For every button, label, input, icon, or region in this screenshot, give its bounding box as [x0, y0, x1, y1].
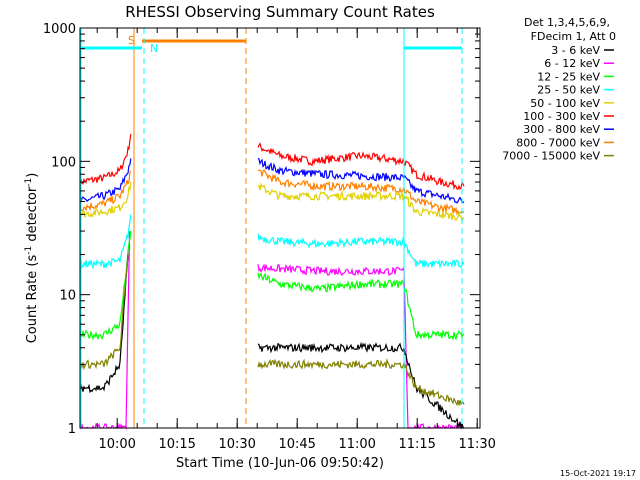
x-axis-label: Start Time (10-Jun-06 09:50:42)	[176, 456, 384, 471]
y-tick-label-3: 1000	[43, 22, 76, 37]
x-tick-label-1: 10:15	[158, 437, 195, 452]
y-tick-label-0: 1	[68, 422, 76, 437]
legend-header-detectors: Det 1,3,4,5,6,9,	[524, 16, 610, 29]
legend-label-5: 100 - 300 keV	[523, 110, 600, 123]
series-line-0	[79, 134, 465, 191]
series-line-8	[79, 254, 465, 407]
series-line-6	[79, 231, 465, 341]
footer-timestamp: 15-Oct-2021 19:17	[560, 469, 636, 478]
saa-marker-label: S	[128, 34, 135, 47]
series-line-1	[79, 157, 465, 204]
legend-label-2: 12 - 25 keV	[537, 70, 600, 83]
chart-title: RHESSI Observing Summary Count Rates	[125, 3, 435, 21]
y-tick-label-2: 100	[51, 155, 76, 170]
x-tick-label-2: 10:30	[218, 437, 255, 452]
series-layer	[79, 134, 465, 431]
legend-label-8: 7000 - 15000 keV	[502, 150, 600, 163]
legend-label-6: 300 - 800 keV	[523, 123, 600, 136]
y-axis-label: Count Rate (s-1 detector-1)	[24, 173, 40, 344]
legend-header-decimation: FDecim 1, Att 0	[531, 30, 616, 43]
marker-layer	[80, 28, 463, 428]
x-tick-label-0: 10:00	[98, 437, 135, 452]
night-marker-label: N	[150, 42, 158, 55]
series-line-5	[79, 231, 465, 431]
legend-label-4: 50 - 100 keV	[530, 97, 600, 110]
y-tick-label-1: 10	[59, 289, 76, 304]
series-line-7	[79, 254, 464, 429]
x-tick-label-5: 11:15	[398, 437, 435, 452]
series-line-3	[79, 181, 465, 224]
series-line-2	[79, 168, 465, 216]
x-tick-label-6: 11:30	[458, 437, 495, 452]
legend-label-0: 3 - 6 keV	[551, 44, 600, 57]
legend-label-7: 800 - 7000 keV	[516, 136, 600, 149]
x-tick-label-4: 11:00	[338, 437, 375, 452]
x-tick-label-3: 10:45	[278, 437, 315, 452]
axes-layer: 1 10 100 1000 10:00 10:15 10:30 10:45 11:00 11:15…	[43, 22, 496, 452]
legend-label-1: 6 - 12 keV	[544, 57, 600, 70]
plot-frame	[79, 27, 481, 429]
legend-label-3: 25 - 50 keV	[537, 84, 600, 97]
series-line-4	[79, 214, 465, 270]
